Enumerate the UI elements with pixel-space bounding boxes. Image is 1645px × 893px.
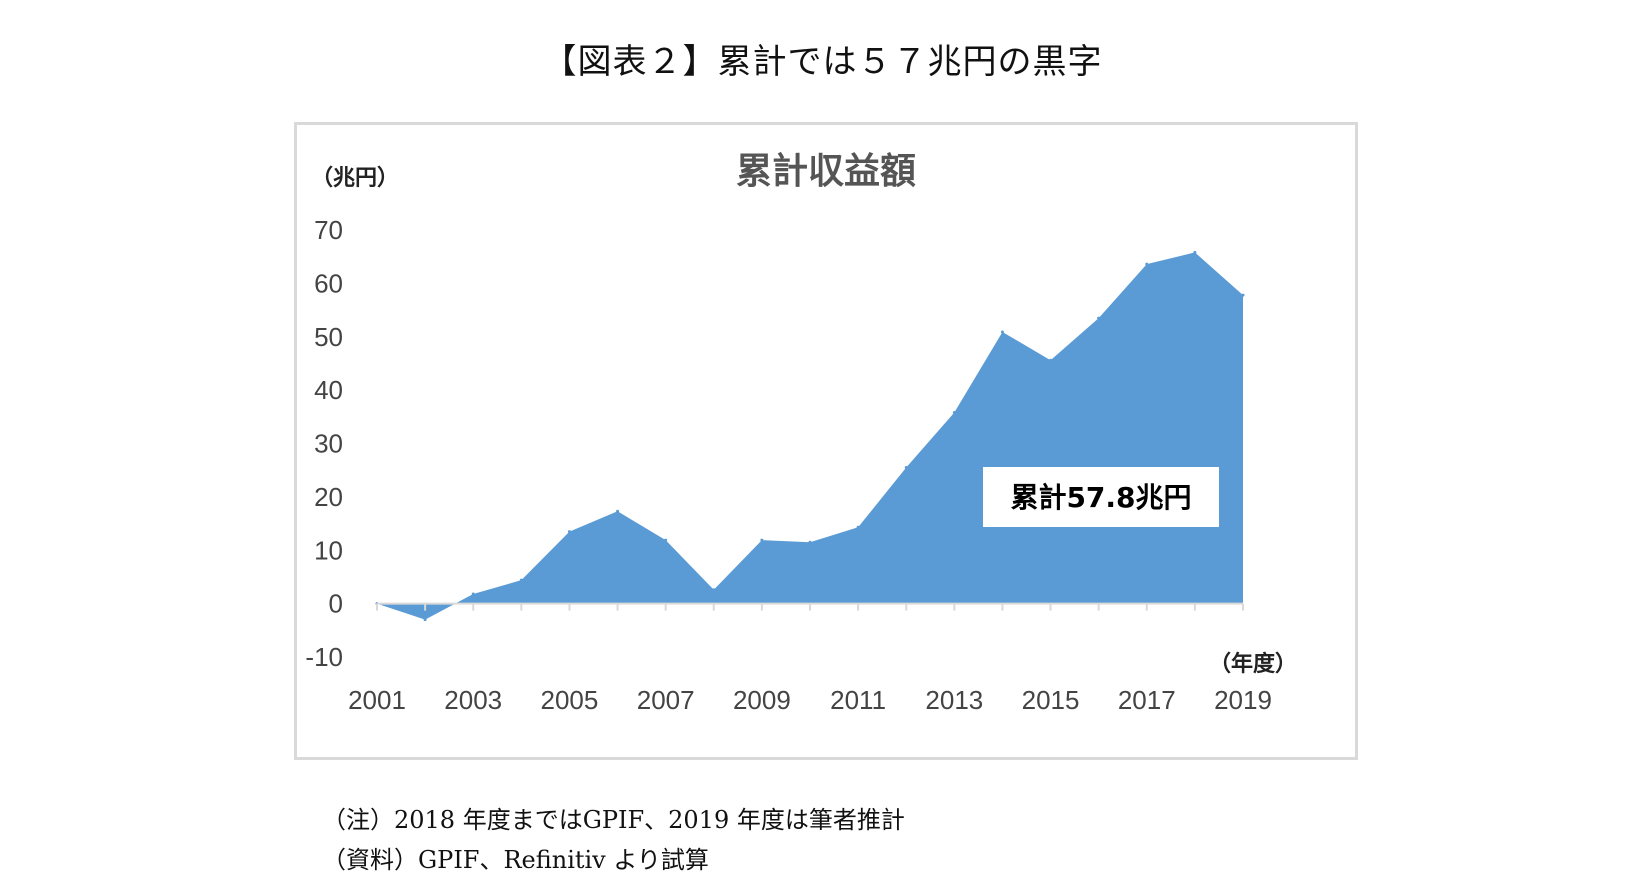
notes: （注）2018 年度まではGPIF、2019 年度は筆者推計 （資料）GPIF、… [322,800,905,880]
x-unit-label: （年度） [1209,651,1297,677]
data-point [712,588,716,592]
data-point [856,525,860,529]
y-tick-label: 60 [314,268,343,298]
source-line: （資料）GPIF、Refinitiv より試算 [322,846,709,874]
axis-layer [376,602,1244,611]
data-point [1097,316,1101,320]
y-tick-label: -10 [305,642,343,672]
annotation-label: 累計57.8兆円 [1010,481,1191,514]
y-unit-label: （兆円） [311,166,399,191]
figure-title: 【図表２】累計では５７兆円の黒字 [542,42,1103,82]
note-line: （注）2018 年度まではGPIF、2019 年度は筆者推計 [322,806,905,834]
y-tick-label: 40 [314,375,343,405]
x-tick-label: 2019 [1214,685,1272,715]
data-point [760,538,764,542]
x-tick-label: 2011 [830,685,886,715]
area-layer [375,250,1245,622]
y-tick-label: 10 [314,535,343,565]
x-tick-label: 2007 [637,685,695,715]
x-tick-label: 2003 [444,685,502,715]
x-tick-label: 2005 [541,685,599,715]
data-point [471,592,475,596]
y-tick-label: 20 [314,482,343,512]
data-point [904,466,908,470]
data-point [1000,330,1004,334]
y-tick-label: 50 [314,322,343,352]
data-point [567,530,571,534]
data-point [1241,293,1245,297]
data-point [808,540,812,544]
x-tick-label: 2013 [925,685,983,715]
data-point [423,618,427,622]
chart-frame: 累計収益額 （兆円） （年度） 70 60 50 40 30 20 10 0 -10 2001 20… [294,122,1358,760]
y-tick-label: 30 [314,429,343,459]
x-tick-label: 2001 [348,685,406,715]
data-point [1193,250,1197,254]
series-area [377,252,1243,620]
data-point [1049,358,1053,362]
data-point [519,578,523,582]
annotation: 累計57.8兆円 [983,467,1219,527]
y-tick-label: 70 [314,215,343,245]
y-tick-label: 0 [329,589,343,619]
annotation-box [983,467,1219,527]
x-tick-label: 2017 [1118,685,1176,715]
data-point [1145,262,1149,266]
data-point [616,509,620,513]
data-point [664,538,668,542]
x-tick-label: 2015 [1022,685,1080,715]
chart-title: 累計収益額 [736,151,916,192]
x-tick-label: 2009 [733,685,791,715]
data-point [952,411,956,415]
